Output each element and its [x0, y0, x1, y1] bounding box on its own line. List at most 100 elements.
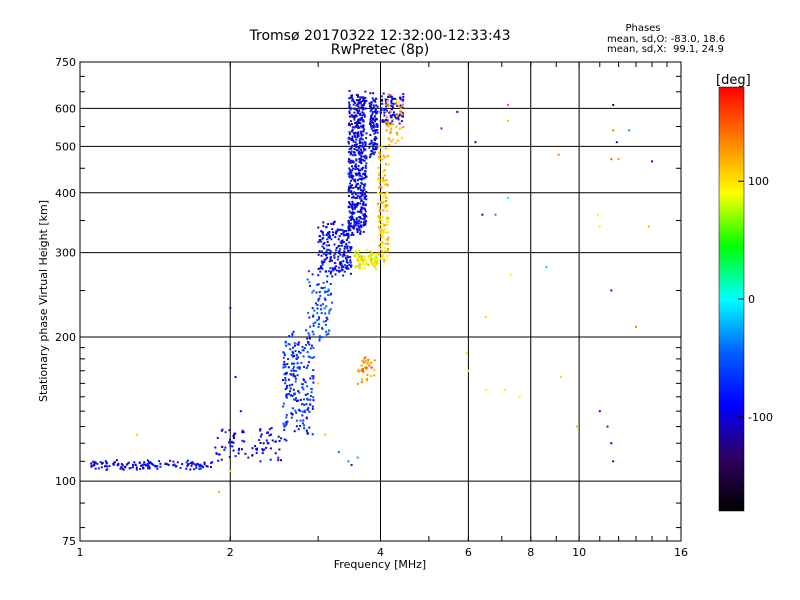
echo-point	[278, 440, 281, 442]
echo-point	[364, 213, 366, 216]
echo-point	[348, 171, 351, 174]
echo-point	[348, 186, 350, 189]
echo-point	[312, 289, 315, 292]
echo-point	[356, 202, 359, 205]
echo-point	[373, 374, 376, 377]
echo-point	[338, 228, 341, 231]
echo-point	[399, 110, 401, 113]
echo-point	[394, 142, 397, 145]
echo-point	[360, 217, 363, 220]
echo-point	[291, 407, 294, 410]
echo-point	[375, 104, 378, 107]
echo-point	[329, 250, 332, 253]
echo-point	[392, 111, 395, 114]
echo-point	[320, 267, 323, 269]
y-tick-label: 200	[55, 331, 76, 344]
echo-point	[382, 204, 385, 207]
echo-point	[350, 151, 353, 154]
echo-point	[353, 227, 356, 230]
echo-point	[385, 103, 388, 106]
echo-point	[362, 213, 365, 216]
echo-point	[298, 341, 300, 344]
echo-point	[309, 403, 312, 406]
echo-point	[351, 215, 354, 218]
echo-point	[129, 467, 132, 469]
echo-point	[294, 380, 297, 383]
echo-point	[382, 257, 385, 260]
echo-point	[318, 339, 321, 342]
echo-point	[359, 202, 362, 205]
echo-point	[357, 121, 360, 124]
echo-point	[293, 342, 296, 345]
echo-point	[370, 252, 373, 254]
echo-point	[306, 432, 309, 435]
echo-point	[364, 221, 367, 224]
echo-point	[364, 96, 367, 99]
echo-point	[355, 99, 358, 102]
echo-point	[292, 369, 295, 372]
echo-point	[104, 465, 106, 468]
echo-point	[216, 437, 219, 439]
echo-point	[358, 263, 361, 266]
echo-point	[364, 156, 367, 159]
echo-point	[277, 435, 280, 438]
echo-point	[271, 439, 274, 442]
echo-point	[143, 463, 146, 466]
echo-point	[400, 107, 403, 110]
echo-point	[362, 218, 365, 220]
echo-point	[628, 129, 631, 132]
echo-point	[386, 231, 389, 234]
echo-point	[353, 204, 356, 207]
echo-point	[287, 342, 290, 345]
echo-point	[326, 318, 329, 321]
echo-point	[316, 283, 319, 286]
echo-point	[353, 211, 356, 214]
echo-point	[348, 167, 351, 170]
echo-point	[349, 138, 352, 141]
x-tick-label: 4	[377, 546, 384, 559]
echo-point	[284, 379, 287, 382]
echo-point	[348, 89, 351, 92]
echo-point	[284, 377, 287, 380]
echo-point	[506, 104, 509, 106]
echo-point	[393, 97, 395, 100]
echo-point	[375, 137, 378, 140]
echo-point	[259, 435, 262, 438]
echo-point	[375, 267, 378, 270]
echo-point	[363, 215, 366, 218]
echo-point	[358, 109, 361, 112]
echo-point	[372, 129, 375, 132]
echo-point	[317, 382, 320, 385]
echo-point	[286, 420, 289, 423]
echo-point	[378, 253, 381, 256]
echo-point	[381, 255, 384, 258]
echo-point	[120, 466, 123, 468]
echo-point	[391, 118, 394, 121]
echo-point	[369, 105, 372, 108]
echo-point	[94, 461, 97, 464]
echo-point	[285, 371, 288, 374]
echo-point	[351, 208, 354, 211]
echo-point	[124, 465, 127, 468]
echo-point	[299, 424, 302, 427]
echo-point	[387, 242, 389, 245]
echo-point	[319, 294, 322, 297]
echo-point	[351, 184, 353, 187]
echo-point	[381, 176, 384, 179]
echo-point	[292, 346, 295, 349]
echo-point	[381, 201, 384, 204]
echo-point	[298, 391, 301, 394]
echo-point	[331, 275, 334, 278]
echo-point	[320, 286, 323, 289]
echo-point	[612, 129, 615, 132]
echo-point	[314, 321, 317, 324]
echo-point	[617, 158, 620, 161]
echo-point	[135, 466, 138, 469]
echo-point	[401, 111, 404, 114]
echo-point	[312, 325, 315, 327]
echo-point	[354, 163, 357, 166]
echo-point	[199, 463, 202, 466]
echo-point	[328, 260, 331, 263]
echo-point	[357, 224, 360, 227]
echo-point	[313, 309, 316, 312]
